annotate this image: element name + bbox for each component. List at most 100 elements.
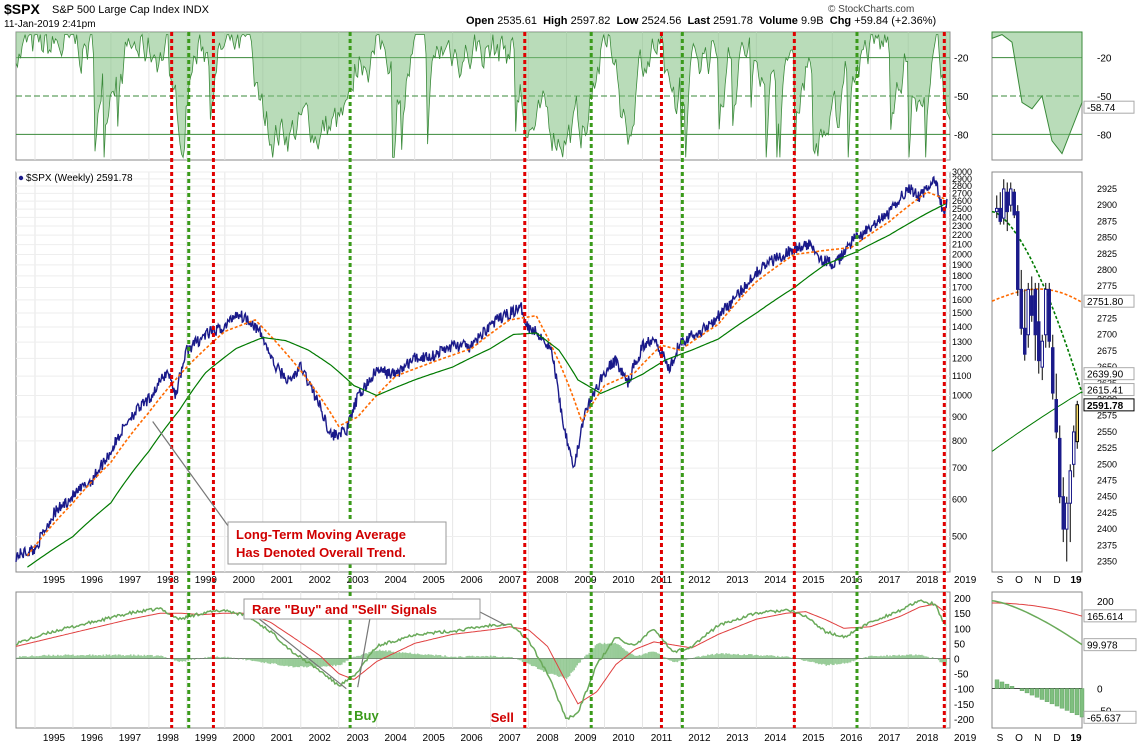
macd-histogram-bar	[287, 658, 290, 667]
macd-histogram-bar	[40, 655, 42, 659]
last-value: 2591.78	[713, 15, 753, 27]
macd-histogram-bar	[650, 651, 653, 659]
macd-histogram-bar	[546, 658, 548, 673]
macd-histogram-bar	[918, 654, 920, 659]
macd-histogram-bar	[505, 657, 507, 659]
macd-histogram-bar	[807, 658, 809, 662]
x-tick-label: 2008	[536, 575, 559, 586]
macd-histogram-bar	[597, 643, 600, 659]
macd-histogram-bar	[843, 658, 846, 664]
macd-histogram-bar	[219, 657, 222, 659]
zoom-x-tick-label: N	[1034, 733, 1041, 744]
zoom-indicator-y-label: -80	[1097, 130, 1112, 141]
macd-histogram-bar	[488, 656, 490, 659]
macd-histogram-bar	[637, 655, 639, 659]
macd-histogram-bar	[424, 654, 427, 659]
macd-histogram-bar	[851, 658, 853, 661]
chg-value: +59.84 (+2.36%)	[854, 15, 937, 27]
macd-histogram-bar	[187, 658, 190, 661]
macd-histogram-bar	[17, 657, 20, 659]
macd-histogram-bar	[44, 655, 47, 659]
zoom-macd-bar	[1019, 688, 1025, 691]
macd-histogram-bar	[752, 655, 755, 659]
macd-histogram-bar	[410, 653, 413, 659]
macd-histogram-bar	[131, 655, 134, 659]
macd-histogram-bar	[98, 655, 100, 659]
x-tick-label: 2016	[840, 575, 863, 586]
macd-histogram-bar	[128, 655, 130, 659]
macd-histogram-bar	[726, 653, 729, 659]
macd-histogram-bar	[688, 658, 691, 660]
macd-histogram-bar	[723, 654, 726, 659]
macd-histogram-bar	[451, 656, 454, 659]
macd-histogram-bar	[679, 658, 682, 661]
macd-histogram-bar	[134, 655, 137, 659]
macd-histogram-bar	[82, 655, 85, 659]
macd-histogram-bar	[122, 655, 124, 659]
macd-histogram-bar	[781, 656, 784, 659]
macd-histogram-bar	[716, 653, 718, 659]
macd-y-label: 150	[954, 609, 971, 620]
macd-histogram-bar	[713, 655, 715, 659]
macd-histogram-bar	[924, 656, 926, 659]
macd-histogram-bar	[500, 656, 503, 659]
macd-histogram-bar	[129, 654, 132, 659]
macd-histogram-bar	[492, 655, 495, 659]
macd-histogram-bar	[916, 655, 919, 659]
macd-histogram-bar	[591, 649, 594, 659]
zoom-y-tick-label: 2850	[1097, 233, 1117, 243]
macd-histogram-bar	[564, 658, 566, 678]
macd-histogram-bar	[521, 658, 524, 663]
macd-histogram-bar	[634, 655, 636, 659]
sell-label: Sell	[491, 710, 514, 725]
y-tick-label: 1200	[952, 353, 972, 363]
macd-histogram-bar	[836, 658, 838, 665]
open-label: Open	[466, 15, 495, 27]
macd-histogram-bar	[734, 654, 736, 659]
macd-histogram-bar	[158, 655, 161, 659]
macd-histogram-bar	[779, 657, 782, 659]
macd-histogram-bar	[186, 658, 188, 660]
x-tick-label: 2012	[688, 575, 711, 586]
macd-histogram-bar	[939, 658, 941, 663]
macd-histogram-bar	[327, 658, 329, 666]
macd-histogram-bar	[570, 658, 572, 673]
macd-histogram-bar	[553, 658, 556, 675]
macd-histogram-bar	[869, 655, 872, 659]
macd-histogram-bar	[99, 655, 102, 659]
zoom-macd-signal	[992, 602, 1083, 617]
macd-histogram-bar	[180, 658, 182, 661]
macd-histogram-bar	[880, 655, 882, 659]
macd-histogram-bar	[927, 656, 929, 659]
macd-histogram-bar	[61, 655, 64, 659]
macd-histogram-bar	[529, 658, 531, 665]
macd-histogram-bar	[489, 655, 492, 659]
macd-histogram-bar	[518, 658, 521, 661]
y-tick-label: 1600	[952, 295, 972, 305]
zoom-x-tick-label: O	[1015, 733, 1023, 744]
macd-histogram-bar	[257, 658, 260, 662]
macd-histogram-bar	[16, 657, 18, 659]
macd-histogram-bar	[140, 655, 143, 659]
macd-histogram-bar	[293, 658, 296, 668]
indicator-y-label: -20	[954, 54, 969, 65]
x-tick-label: 1995	[43, 575, 66, 586]
macd-histogram-bar	[915, 654, 917, 659]
macd-histogram-bar	[295, 658, 298, 667]
zoom-y-tick-label: 2725	[1097, 314, 1117, 324]
macd-histogram-bar	[754, 655, 756, 659]
macd-histogram-bar	[328, 658, 331, 667]
macd-histogram-bar	[867, 656, 870, 659]
macd-histogram-bar	[643, 653, 645, 659]
macd-histogram-bar	[193, 658, 196, 660]
x-tick-label: 2001	[271, 575, 294, 586]
zoom-y-tick-label: 2500	[1097, 459, 1117, 469]
macd-histogram-bar	[149, 654, 152, 659]
macd-histogram-bar	[421, 654, 424, 659]
x-tick-label: 2019	[954, 733, 977, 744]
macd-histogram-bar	[108, 654, 111, 659]
macd-histogram-bar	[120, 655, 123, 659]
macd-histogram-bar	[275, 658, 278, 664]
macd-histogram-bar	[483, 656, 486, 659]
zoom-candle-body	[1044, 288, 1048, 336]
